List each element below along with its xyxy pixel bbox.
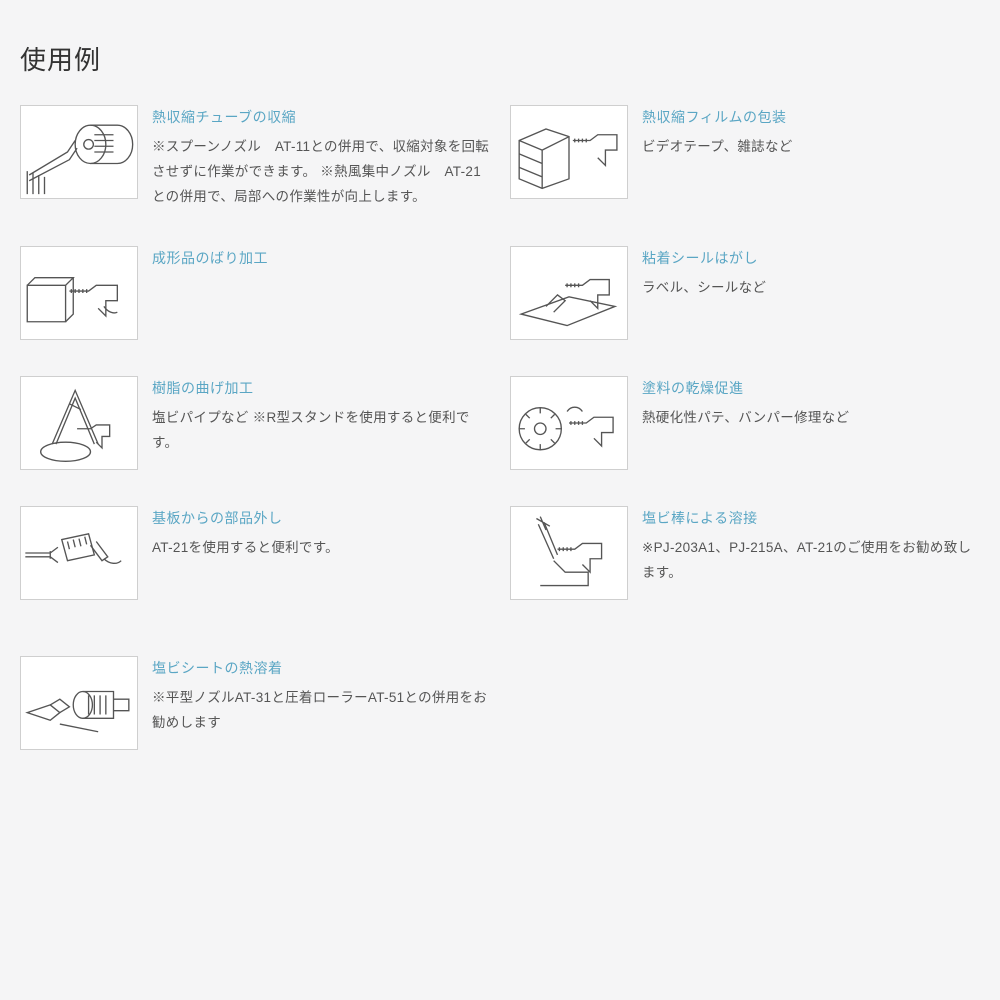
- item-desc: 熱硬化性パテ、バンパー修理など: [642, 406, 980, 431]
- item-desc: ビデオテープ、雑誌など: [642, 135, 980, 160]
- sheet-weld-icon: [20, 656, 138, 750]
- tube-shrink-icon: [20, 105, 138, 199]
- use-case-item: 基板からの部品外し AT-21を使用すると便利です。: [20, 506, 490, 600]
- page-title: 使用例: [20, 40, 980, 77]
- item-desc: ※平型ノズルAT-31と圧着ローラーAT-51との併用をお勧めします: [152, 686, 500, 736]
- pvc-weld-icon: [510, 506, 628, 600]
- item-desc: AT-21を使用すると便利です。: [152, 536, 490, 561]
- item-desc: ※スプーンノズル AT-11との併用で、収縮対象を回転させずに作業ができます。 …: [152, 135, 490, 210]
- item-title: 成形品のばり加工: [152, 248, 490, 268]
- paint-dry-icon: [510, 376, 628, 470]
- use-case-grid: 熱収縮チューブの収縮 ※スプーンノズル AT-11との併用で、収縮対象を回転させ…: [20, 105, 980, 750]
- use-case-item: 熱収縮チューブの収縮 ※スプーンノズル AT-11との併用で、収縮対象を回転させ…: [20, 105, 490, 210]
- use-case-item: 粘着シールはがし ラベル、シールなど: [510, 246, 980, 340]
- label-peel-icon: [510, 246, 628, 340]
- resin-bend-icon: [20, 376, 138, 470]
- item-title: 熱収縮チューブの収縮: [152, 107, 490, 127]
- item-desc: ※PJ-203A1、PJ-215A、AT-21のご使用をお勧め致します。: [642, 536, 980, 586]
- use-case-item: 成形品のばり加工: [20, 246, 490, 340]
- item-title: 粘着シールはがし: [642, 248, 980, 268]
- item-title: 塗料の乾燥促進: [642, 378, 980, 398]
- item-title: 熱収縮フィルムの包装: [642, 107, 980, 127]
- item-title: 基板からの部品外し: [152, 508, 490, 528]
- item-desc: 塩ビパイプなど ※R型スタンドを使用すると便利です。: [152, 406, 490, 456]
- use-case-item: 塗料の乾燥促進 熱硬化性パテ、バンパー修理など: [510, 376, 980, 470]
- use-case-item: 塩ビシートの熱溶着 ※平型ノズルAT-31と圧着ローラーAT-51との併用をお勧…: [20, 656, 500, 750]
- item-title: 塩ビシートの熱溶着: [152, 658, 500, 678]
- item-title: 樹脂の曲げ加工: [152, 378, 490, 398]
- item-desc: ラベル、シールなど: [642, 276, 980, 301]
- pcb-remove-icon: [20, 506, 138, 600]
- item-title: 塩ビ棒による溶接: [642, 508, 980, 528]
- use-case-item: 樹脂の曲げ加工 塩ビパイプなど ※R型スタンドを使用すると便利です。: [20, 376, 490, 470]
- use-case-item: 熱収縮フィルムの包装 ビデオテープ、雑誌など: [510, 105, 980, 210]
- use-case-item: 塩ビ棒による溶接 ※PJ-203A1、PJ-215A、AT-21のご使用をお勧め…: [510, 506, 980, 600]
- deburring-icon: [20, 246, 138, 340]
- film-wrap-icon: [510, 105, 628, 199]
